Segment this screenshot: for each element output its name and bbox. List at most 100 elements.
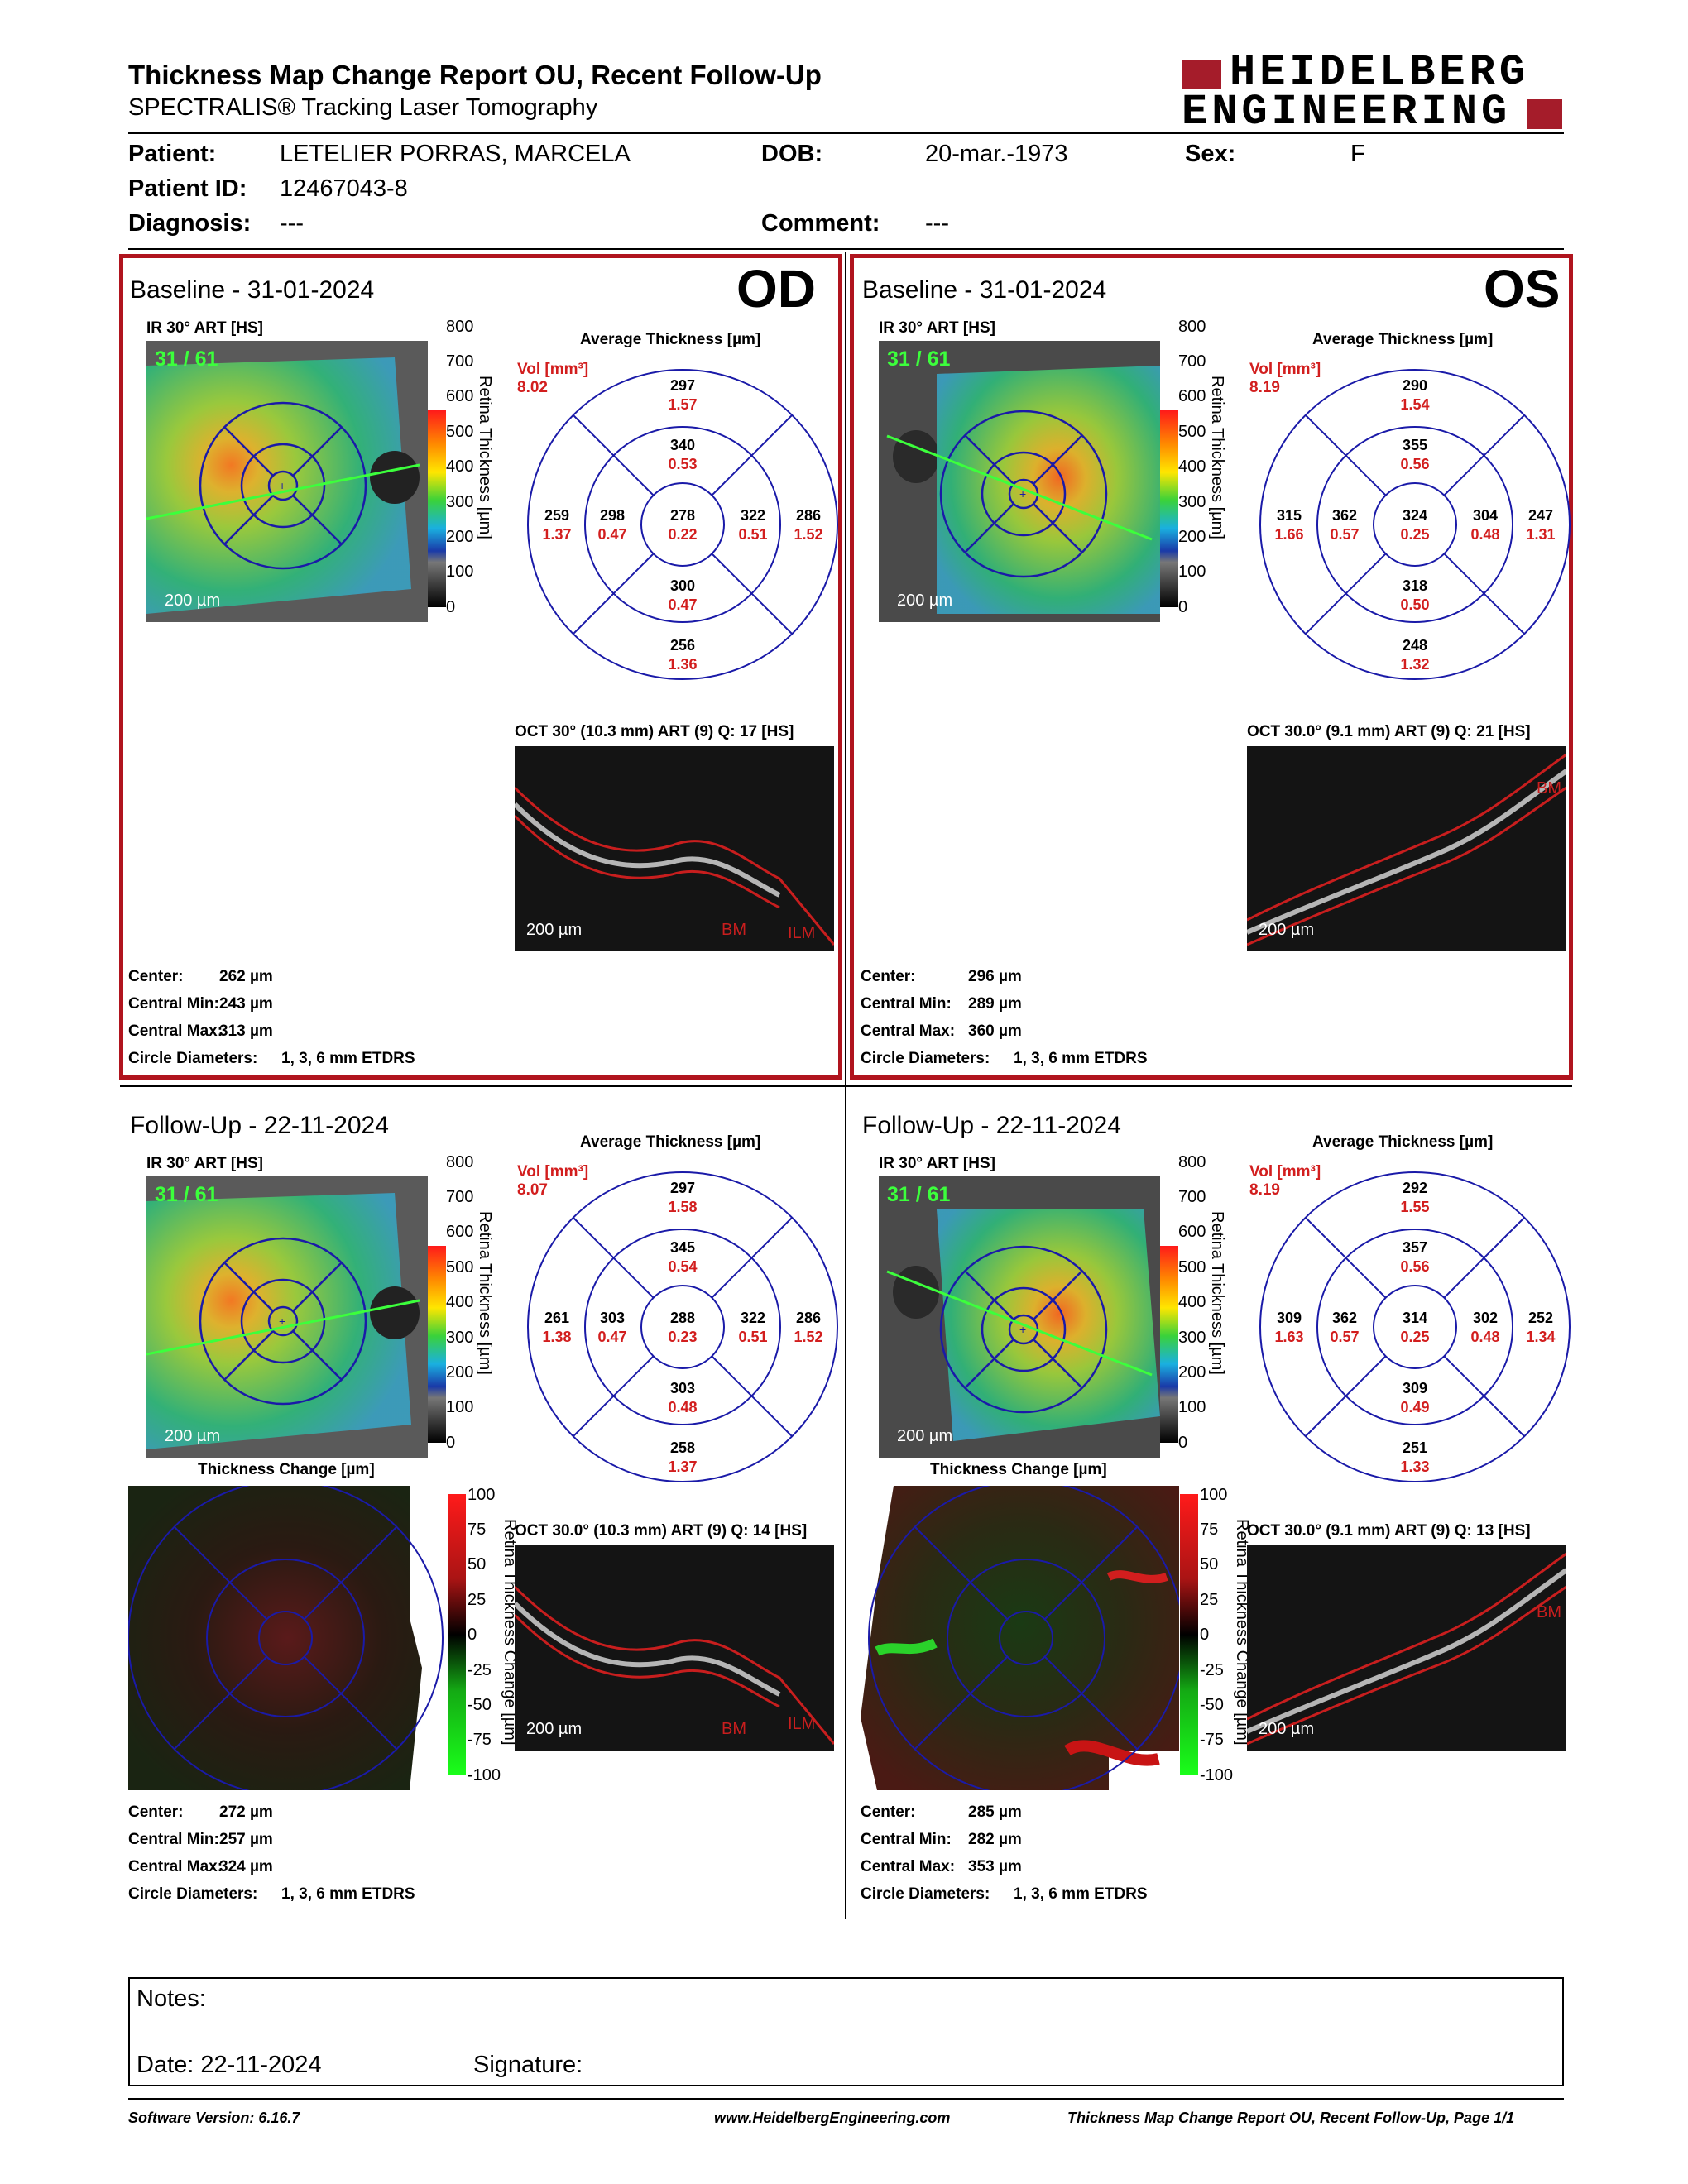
inner-superior-volume: 0.56	[1400, 1258, 1429, 1275]
avg-thickness-label: Average Thickness [µm]	[580, 1133, 761, 1151]
tick: 500	[446, 423, 474, 441]
tick: -25	[1200, 1661, 1224, 1679]
sex-value: F	[1350, 141, 1365, 167]
tick: 400	[446, 1293, 474, 1311]
tick: 200	[1178, 528, 1206, 546]
avg-thickness-label: Average Thickness [µm]	[580, 331, 761, 348]
tick: 75	[1200, 1521, 1219, 1539]
inner-temporal-volume: 0.47	[597, 526, 626, 543]
tick: 200	[446, 528, 474, 546]
date-label: Date: 22-11-2024	[137, 2052, 322, 2078]
scale-200: 200 µm	[165, 592, 221, 610]
central-max-label: Central Max:	[861, 1023, 956, 1040]
outer-nasal-thickness: 286	[796, 507, 821, 524]
ir-label: IR 30° ART [HS]	[879, 1155, 995, 1172]
outer-nasal-volume: 1.66	[1274, 526, 1303, 543]
outer-temporal-thickness: 261	[544, 1310, 569, 1326]
diagnosis-label: Diagnosis:	[128, 210, 252, 237]
vol-label: Vol [mm³]	[517, 1163, 589, 1181]
avg-thickness-label: Average Thickness [µm]	[1312, 331, 1494, 348]
notes-box[interactable]: Notes: Date: 22-11-2024 Signature:	[128, 1977, 1564, 2086]
etdrs-grid: 297 1.57 340 0.53 278 0.22 300 0.47 256 …	[527, 369, 838, 680]
bm-label: BM	[1537, 1603, 1561, 1621]
eye-label: OD	[736, 259, 816, 318]
center-value: 296 µm	[968, 968, 1022, 985]
patient-label: Patient:	[128, 141, 217, 167]
inner-superior-volume: 0.54	[668, 1258, 697, 1275]
dob-value: 20-mar.-1973	[925, 141, 1068, 167]
tick: 100	[446, 563, 474, 581]
thickness-color-scale	[1160, 326, 1178, 607]
outer-superior-thickness: 297	[670, 377, 695, 394]
circle-diameters-label: Circle Diameters:	[861, 1050, 990, 1067]
tick: 500	[1178, 423, 1206, 441]
scale-200: 200 µm	[1259, 921, 1315, 939]
thickness-color-scale	[428, 326, 446, 607]
notes-label: Notes:	[137, 1985, 206, 2012]
inner-inferior-thickness: 303	[670, 1380, 695, 1396]
panel-title: Follow-Up - 22-11-2024	[130, 1112, 389, 1139]
inner-nasal-thickness: 362	[1332, 1310, 1357, 1326]
tick: -100	[1200, 1766, 1234, 1784]
outer-superior-thickness: 292	[1403, 1180, 1427, 1196]
heidelberg-logo: HEIDELBERG ENGINEERING	[1182, 51, 1562, 134]
tick: 400	[446, 457, 474, 476]
center-volume: 0.23	[668, 1329, 697, 1345]
oct-label: OCT 30° (10.3 mm) ART (9) Q: 17 [HS]	[515, 723, 794, 740]
outer-nasal-volume: 1.52	[794, 1329, 822, 1345]
tick: 300	[1178, 493, 1206, 511]
change-ticks: 100 75 50 25 0 -25 -50 -75 -100	[468, 1486, 517, 1800]
central-max-label: Central Max:	[128, 1023, 223, 1040]
tick: 700	[1178, 1188, 1206, 1206]
oct-layers	[1247, 1552, 1566, 1746]
tick: 0	[446, 598, 456, 616]
tick: 100	[1178, 563, 1206, 581]
oct-bscan-image: 200 µm BM	[1247, 1545, 1566, 1751]
oct-layers	[515, 1585, 834, 1745]
svg-text:+: +	[1019, 1323, 1026, 1336]
tick: 300	[1178, 1329, 1206, 1347]
oct-layers	[1247, 753, 1566, 946]
tick: 100	[1178, 1398, 1206, 1416]
os-baseline-panel: Baseline - 31-01-2024 OS IR 30° ART [HS]…	[861, 258, 1572, 1077]
website-link[interactable]: www.HeidelbergEngineering.com	[714, 2110, 951, 2126]
scale-200: 200 µm	[1259, 1720, 1315, 1738]
tick: -75	[1200, 1731, 1224, 1749]
outer-temporal-volume: 1.31	[1526, 526, 1555, 543]
thickness-axis-label: Retina Thickness [µm]	[1208, 1211, 1226, 1375]
signature-label: Signature:	[473, 2052, 583, 2078]
outer-temporal-volume: 1.37	[542, 526, 571, 543]
ir-label: IR 30° ART [HS]	[146, 319, 263, 337]
outer-superior-volume: 1.57	[668, 396, 697, 413]
vol-label: Vol [mm³]	[1249, 1163, 1321, 1181]
comment-label: Comment:	[761, 210, 880, 237]
thickness-ticks: 800 700 600 500 400 300 200 100 0	[446, 318, 496, 632]
ilm-label: ILM	[788, 1715, 816, 1733]
tick: 0	[1178, 598, 1188, 616]
slice-index: 31 / 61	[887, 1183, 951, 1206]
tick: 800	[446, 1153, 474, 1171]
etdrs-grid: 290 1.54 355 0.56 324 0.25 318 0.50 248 …	[1259, 369, 1571, 680]
tick: 300	[446, 1329, 474, 1347]
logo-line-1: HEIDELBERG	[1230, 48, 1530, 97]
tick: 700	[446, 352, 474, 371]
tick: 50	[468, 1555, 487, 1573]
inner-superior-thickness: 345	[670, 1239, 695, 1256]
tick: -100	[468, 1766, 501, 1784]
comment-value: ---	[925, 210, 949, 237]
oct-label: OCT 30.0° (10.3 mm) ART (9) Q: 14 [HS]	[515, 1522, 808, 1540]
eye-label: OS	[1484, 259, 1561, 318]
central-min-value: 282 µm	[968, 1831, 1022, 1848]
center-label: Center:	[128, 1803, 184, 1821]
outer-nasal-volume: 1.63	[1274, 1329, 1303, 1345]
inner-inferior-volume: 0.50	[1400, 596, 1429, 613]
slice-index: 31 / 61	[155, 347, 218, 371]
center-value: 285 µm	[968, 1803, 1022, 1821]
thickness-axis-label: Retina Thickness [µm]	[1208, 376, 1226, 539]
center-label: Center:	[861, 968, 916, 985]
thickness-change-label: Thickness Change [µm]	[198, 1461, 375, 1478]
ilm-label: ILM	[788, 924, 816, 942]
od-baseline-frame	[119, 254, 842, 1080]
circle-diameters-label: Circle Diameters:	[861, 1885, 990, 1903]
svg-text:+: +	[279, 479, 285, 492]
